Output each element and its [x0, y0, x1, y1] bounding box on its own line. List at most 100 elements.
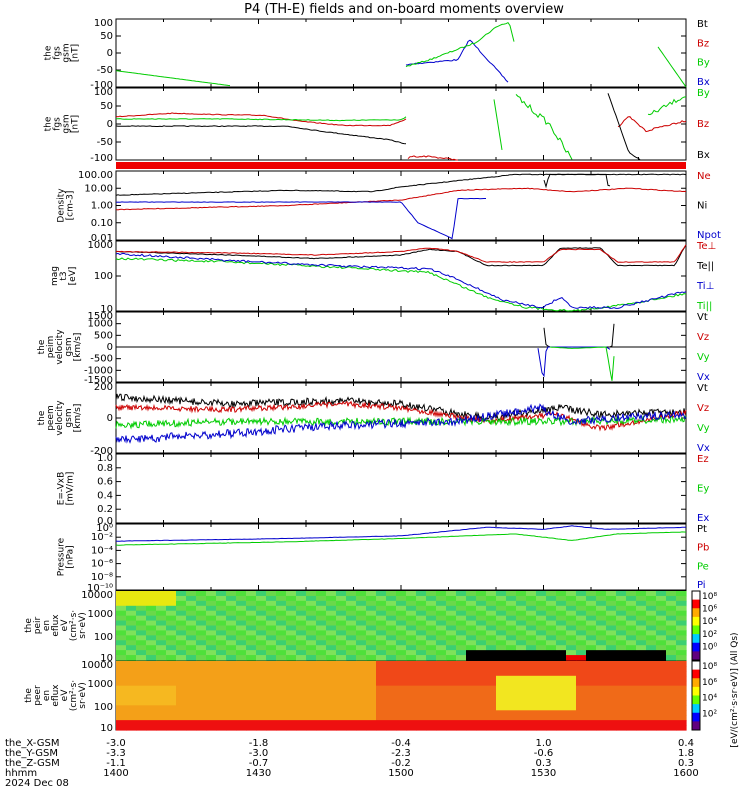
spectrogram-cell — [456, 605, 467, 612]
spectrogram-cell — [376, 640, 387, 646]
spectrogram-cell — [356, 690, 367, 697]
spectrogram-cell — [196, 635, 207, 641]
spectrogram-cell — [416, 720, 427, 726]
spectrogram-cell — [406, 645, 417, 651]
spectrogram-cell — [266, 705, 277, 711]
spectrogram-cell — [626, 675, 637, 682]
spectrogram-cell — [326, 700, 337, 706]
spectrogram-cell — [326, 710, 337, 716]
spectrogram-cell — [326, 715, 337, 721]
spectrogram-cell — [516, 595, 527, 602]
spectrogram-cell — [296, 600, 307, 607]
spectrogram-cell — [236, 640, 247, 646]
ytick-label: 1000 — [88, 319, 113, 330]
spectrogram-cell — [416, 650, 427, 656]
spectrogram-cell — [216, 725, 227, 731]
spectrogram-cell — [256, 661, 267, 667]
spectrogram-cell — [126, 705, 137, 711]
spectrogram-cell — [586, 615, 597, 622]
spectrogram-cell — [456, 595, 467, 602]
spectrogram-cell — [186, 710, 197, 716]
spectrogram-cell — [206, 715, 217, 721]
spectrogram-cell — [396, 700, 407, 706]
spectrogram-cell — [536, 710, 547, 716]
spectrogram-cell — [356, 670, 367, 677]
xaxis-value: -0.4 — [391, 738, 411, 749]
spectrogram-cell — [606, 630, 617, 636]
spectrogram-cell — [196, 625, 207, 632]
spectrogram-cell — [276, 630, 287, 636]
spectrogram-cell — [506, 665, 517, 672]
colorbar-segment — [692, 695, 700, 705]
spectrogram-cell — [486, 630, 497, 636]
ylabel-line: eflux — [51, 684, 61, 707]
spectrogram-cell — [666, 645, 677, 651]
spectrogram-cell — [296, 675, 307, 682]
spectrogram-cell — [676, 725, 687, 731]
spectrogram-cell — [356, 645, 367, 651]
spectrogram-cell — [626, 720, 637, 726]
spectrogram-cell — [286, 690, 297, 697]
spectrogram-cell — [316, 675, 327, 682]
spectrogram-cell — [426, 615, 437, 622]
spectrogram-cell — [156, 670, 167, 677]
spectrogram-cell — [616, 615, 627, 622]
spectrogram-cell — [596, 591, 607, 597]
spectrogram-cell — [376, 700, 387, 706]
spectrogram-cell — [126, 690, 137, 697]
spectrogram-cell — [316, 670, 327, 677]
spectrogram-cell — [196, 605, 207, 612]
spectrogram-cell — [346, 655, 357, 661]
spectrogram-cell — [636, 715, 647, 721]
spectrogram-cell — [536, 610, 547, 617]
spectrogram-cell — [366, 690, 377, 697]
spectrogram-cell — [116, 685, 127, 692]
xaxis-value: 1400 — [103, 768, 128, 779]
spectrogram-cell — [676, 661, 687, 667]
spectrogram-cell — [556, 600, 567, 607]
spectrogram-cell — [656, 615, 667, 622]
spectrogram-cell — [536, 720, 547, 726]
spectrogram-cell — [286, 620, 297, 627]
spectrogram-cell — [656, 670, 667, 677]
spectrogram-cell — [566, 610, 577, 617]
spectrogram-cell — [646, 605, 657, 612]
spectrogram-cell — [666, 690, 677, 697]
spectrogram-cell — [426, 600, 437, 607]
spectrogram-cell — [506, 640, 517, 646]
spectrogram-cell — [386, 625, 397, 632]
spectrogram-cell — [366, 670, 377, 677]
spectrogram-cell — [396, 630, 407, 636]
spectrogram-cell — [626, 661, 637, 667]
spectrogram-cell — [656, 605, 667, 612]
series-By — [115, 116, 407, 122]
spectrogram-cell — [556, 670, 567, 677]
spectrogram-cell — [216, 620, 227, 627]
spectrogram-cell — [576, 650, 587, 656]
spectrogram-cell — [186, 645, 197, 651]
spectrogram-cell — [266, 650, 277, 656]
spectrogram-cell — [456, 700, 467, 706]
spectrogram-cell — [376, 670, 387, 677]
spectrogram-cell — [266, 625, 277, 632]
spectrogram-cell — [306, 620, 317, 627]
spectrogram-cell — [286, 615, 297, 622]
spectrogram-cell — [136, 610, 147, 617]
spectrogram-cell — [366, 710, 377, 716]
spectrogram-cell — [556, 661, 567, 667]
spectrogram-cell — [526, 625, 537, 632]
spectrogram-cell — [546, 665, 557, 672]
spectrogram-cell — [476, 710, 487, 716]
spectrogram-cell — [216, 645, 227, 651]
ytick-label: 10000 — [81, 590, 113, 601]
spectrogram-cell — [226, 630, 237, 636]
spectrogram-cell — [336, 665, 347, 672]
spectrogram-cell — [206, 680, 217, 687]
spectrogram-cell — [576, 690, 587, 697]
spectrogram-cell — [576, 680, 587, 687]
spectrogram-cell — [316, 610, 327, 617]
spectrogram-cell — [206, 625, 217, 632]
spectrogram-cell — [306, 665, 317, 672]
spectrogram-cell — [286, 600, 297, 607]
spectrogram-cell — [296, 670, 307, 677]
